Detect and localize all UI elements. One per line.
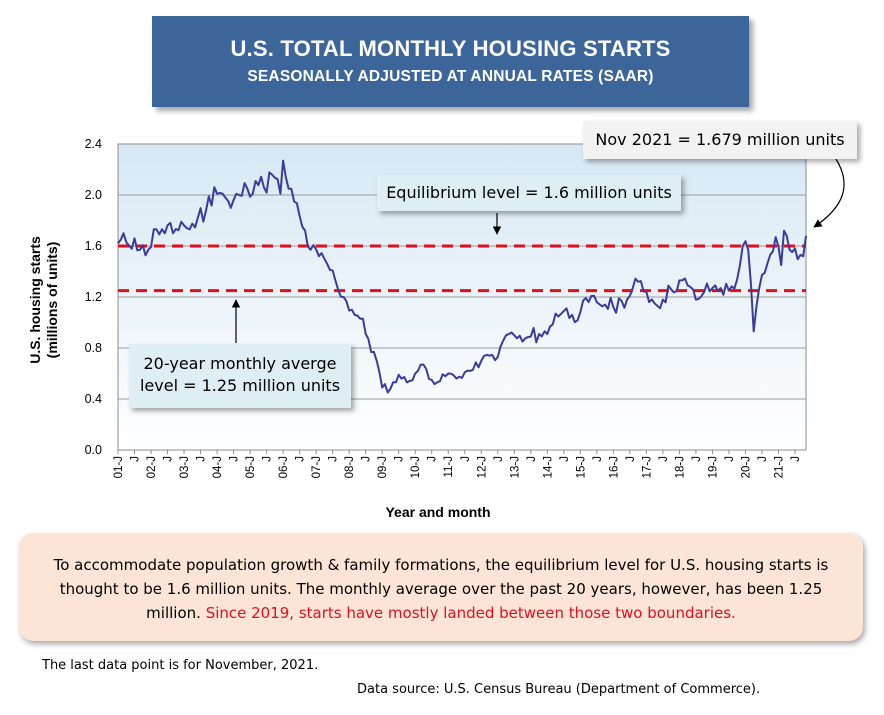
x-tick-label: J [460, 456, 472, 462]
x-tick-label: J [493, 456, 505, 462]
y-axis-label-line2: (millions of units) [44, 241, 60, 359]
source-footnote: Data source: U.S. Census Bureau (Departm… [357, 682, 761, 697]
x-tick-label: J [295, 456, 307, 462]
x-tick-label: 07-J [311, 456, 323, 478]
x-tick-label: 05-J [245, 456, 257, 478]
x-tick-label: 04-J [212, 456, 224, 478]
x-tick-label: 11-J [443, 456, 455, 478]
nov-2021-arrow [813, 158, 845, 228]
average-callout-line2: level = 1.25 million units [139, 376, 341, 395]
x-tick-label: 06-J [278, 456, 290, 478]
chart-title-box: U.S. TOTAL MONTHLY HOUSING STARTS SEASON… [152, 16, 749, 107]
y-tick-label: 2.4 [85, 137, 102, 151]
x-tick-label: 16-J [608, 456, 620, 478]
x-tick-label: 15-J [575, 456, 587, 478]
x-tick-label: 21-J [773, 456, 785, 478]
x-tick-label: 18-J [674, 456, 686, 478]
x-tick-label: 17-J [641, 456, 653, 478]
explanation-note: To accommodate population growth & famil… [19, 533, 863, 641]
x-tick-label: J [724, 456, 736, 462]
average-callout-line1: 20-year monthly averge [143, 354, 337, 373]
x-tick-label: J [394, 456, 406, 462]
average-callout: 20-year monthly averge level = 1.25 mill… [129, 344, 351, 408]
x-tick-label: 12-J [476, 456, 488, 478]
y-tick-label: 1.2 [85, 290, 102, 304]
x-tick-label: 09-J [377, 456, 389, 478]
chart-subtitle: SEASONALLY ADJUSTED AT ANNUAL RATES (SAA… [247, 68, 654, 85]
x-tick-label: 10-J [410, 456, 422, 478]
y-tick-label: 1.6 [85, 239, 102, 253]
x-tick-label: J [757, 456, 769, 462]
x-tick-label: J [691, 456, 703, 462]
nov-2021-callout: Nov 2021 = 1.679 million units [583, 121, 857, 159]
x-tick-label: 14-J [542, 456, 554, 478]
x-tick-label: 20-J [740, 456, 752, 478]
x-tick-label: J [625, 456, 637, 462]
x-tick-label: 02-J [146, 456, 158, 478]
equilibrium-callout: Equilibrium level = 1.6 million units [377, 175, 681, 211]
housing-starts-line [117, 159, 807, 394]
x-tick-label: J [328, 456, 340, 462]
x-tick-label: J [163, 456, 175, 462]
x-tick-label: J [658, 456, 670, 462]
last-point-footnote: The last data point is for November, 202… [42, 658, 319, 673]
y-axis-label-line1: U.S. housing starts [27, 236, 43, 364]
x-tick-label: J [196, 456, 208, 462]
x-tick-label: J [361, 456, 373, 462]
x-tick-label: J [262, 456, 274, 462]
x-tick-label: J [229, 456, 241, 462]
y-tick-label: 0.0 [85, 443, 102, 457]
x-tick-label: J [427, 456, 439, 462]
y-tick-label: 0.4 [85, 392, 102, 406]
x-tick-label: 01-J [113, 456, 125, 478]
x-tick-label: J [130, 456, 142, 462]
x-axis-label: Year and month [385, 504, 491, 520]
x-tick-label: 08-J [344, 456, 356, 478]
x-tick-label: J [559, 456, 571, 462]
chart-title: U.S. TOTAL MONTHLY HOUSING STARTS [230, 36, 671, 61]
y-tick-label: 2.0 [85, 188, 102, 202]
x-tick-label: 03-J [179, 456, 191, 478]
housing-starts-chart: 0.0 0.4 0.8 1.2 1.6 2.0 2.4 01-J J 02-J J 03-J J 04-J… [85, 137, 845, 478]
y-tick-label: 0.8 [85, 341, 102, 355]
x-tick-label: J [790, 456, 802, 462]
x-tick-label: 13-J [509, 456, 521, 478]
explanation-highlight: Since 2019, starts have mostly landed be… [205, 604, 736, 622]
x-tick-label: J [592, 456, 604, 462]
x-tick-label: J [526, 456, 538, 462]
x-tick-label: 19-J [707, 456, 719, 478]
explanation-text: To accommodate population growth & famil… [53, 556, 829, 622]
